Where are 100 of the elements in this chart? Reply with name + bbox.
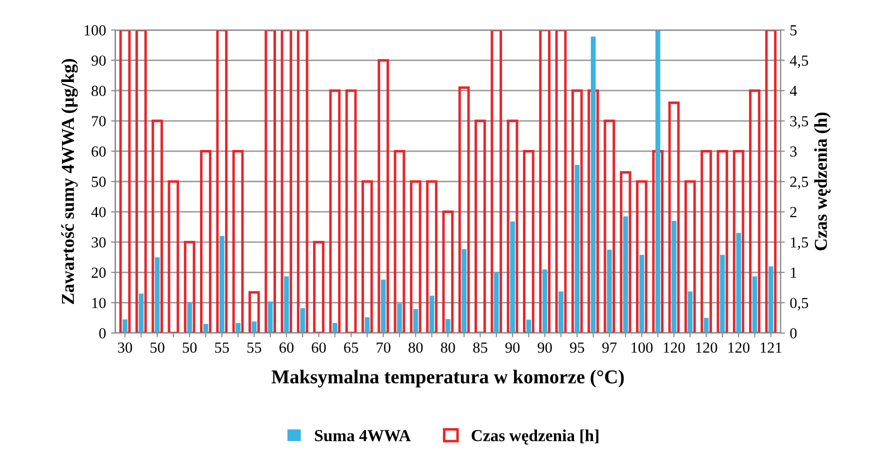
bar [462, 249, 467, 333]
y-tick-label: 0 [99, 328, 106, 338]
legend-label: Czas wędzenia [h] [472, 430, 598, 445]
x-axis-title: Maksymalna temperatura w komorze (°C) [272, 370, 624, 388]
x-tick-label: 60 [279, 342, 294, 353]
bar [426, 180, 438, 333]
bar [446, 319, 450, 333]
bar [590, 36, 596, 333]
bar [364, 317, 370, 333]
bar [539, 30, 551, 333]
y2-tick-label: 4,5 [790, 56, 808, 68]
bar [329, 89, 341, 333]
bar [700, 150, 712, 333]
bar [574, 164, 580, 333]
y-tick-label: 50 [92, 176, 106, 187]
bar [300, 308, 306, 333]
y-tick-label: 10 [92, 298, 106, 308]
bar [378, 59, 390, 333]
bar [571, 89, 583, 333]
x-tick-label: 50 [182, 342, 197, 353]
bar [296, 30, 308, 333]
x-tick-label: 90 [538, 342, 552, 353]
x-tick-label: 121 [760, 342, 782, 353]
bar [154, 257, 160, 333]
y2-tick-label: 2,5 [790, 176, 808, 190]
x-tick-label: 80 [408, 342, 423, 353]
bar [119, 30, 131, 333]
bar [332, 322, 338, 333]
x-tick-label: 60 [312, 342, 326, 353]
bar [168, 180, 180, 333]
bar [187, 302, 192, 333]
bar [458, 86, 470, 333]
bar [184, 240, 196, 333]
x-tick-label: 120 [728, 342, 750, 353]
y-tick-label: 100 [84, 25, 106, 36]
bar [716, 150, 728, 333]
bar [490, 30, 502, 333]
bar [494, 272, 499, 333]
bar [558, 291, 564, 333]
y2-tick-label: 5 [790, 25, 797, 36]
y-tick-label: 90 [91, 55, 106, 66]
x-tick-label: 65 [344, 342, 358, 353]
bar [604, 120, 616, 333]
bar [413, 309, 418, 333]
bar [442, 210, 454, 333]
bar [138, 294, 144, 333]
y2-tick-label: 3 [790, 146, 797, 157]
bar [688, 291, 693, 333]
x-tick-label: 80 [440, 342, 455, 353]
bar [219, 236, 224, 333]
bar [268, 301, 273, 333]
y-tick-label: 30 [92, 237, 106, 248]
y-tick-label: 20 [92, 268, 106, 278]
bar [264, 30, 276, 333]
legend-label: Suma 4WWA [314, 430, 411, 442]
bar [397, 304, 402, 333]
bar [362, 180, 373, 333]
bar [623, 216, 628, 333]
y-tick-label: 40 [91, 206, 106, 218]
bar [394, 150, 406, 333]
bar [636, 180, 648, 333]
bar [216, 30, 228, 333]
x-tick-label: 50 [150, 342, 164, 353]
bar [620, 171, 632, 333]
bar [655, 30, 660, 333]
bar [736, 233, 741, 333]
bar [506, 120, 518, 333]
y2-tick-label: 3,5 [790, 116, 808, 129]
y2-tick-label: 2 [790, 206, 796, 218]
y2-tick-label: 1 [790, 268, 796, 278]
bar [248, 291, 260, 333]
bar [313, 240, 324, 333]
bar [768, 266, 774, 333]
y2-tick-label: 0,5 [790, 298, 808, 310]
bar [542, 269, 548, 333]
bar [720, 254, 725, 333]
x-tick-label: 100 [632, 342, 653, 353]
y2-tick-label: 1,5 [790, 237, 808, 250]
bar [345, 89, 357, 333]
bar [555, 30, 567, 333]
x-tick-label: 70 [376, 342, 390, 353]
bar [522, 150, 534, 333]
y2-axis-title: Czas wędzenia (h) [814, 112, 831, 250]
bar [526, 320, 532, 333]
bar [732, 150, 744, 333]
bar [639, 254, 644, 333]
bar [380, 280, 386, 333]
bar [684, 180, 696, 333]
bar [200, 150, 212, 333]
x-tick-label: 55 [215, 342, 229, 353]
x-tick-label: 90 [505, 342, 520, 353]
bar [510, 221, 515, 333]
x-tick-label: 120 [664, 342, 685, 353]
bar [152, 120, 163, 333]
bar [474, 120, 486, 333]
y-axis-title: Zawartość sumy 4WWA (µg/kg) [61, 58, 78, 304]
bar [135, 30, 147, 333]
bar [284, 276, 289, 333]
bar [606, 250, 612, 333]
bar [429, 296, 434, 333]
